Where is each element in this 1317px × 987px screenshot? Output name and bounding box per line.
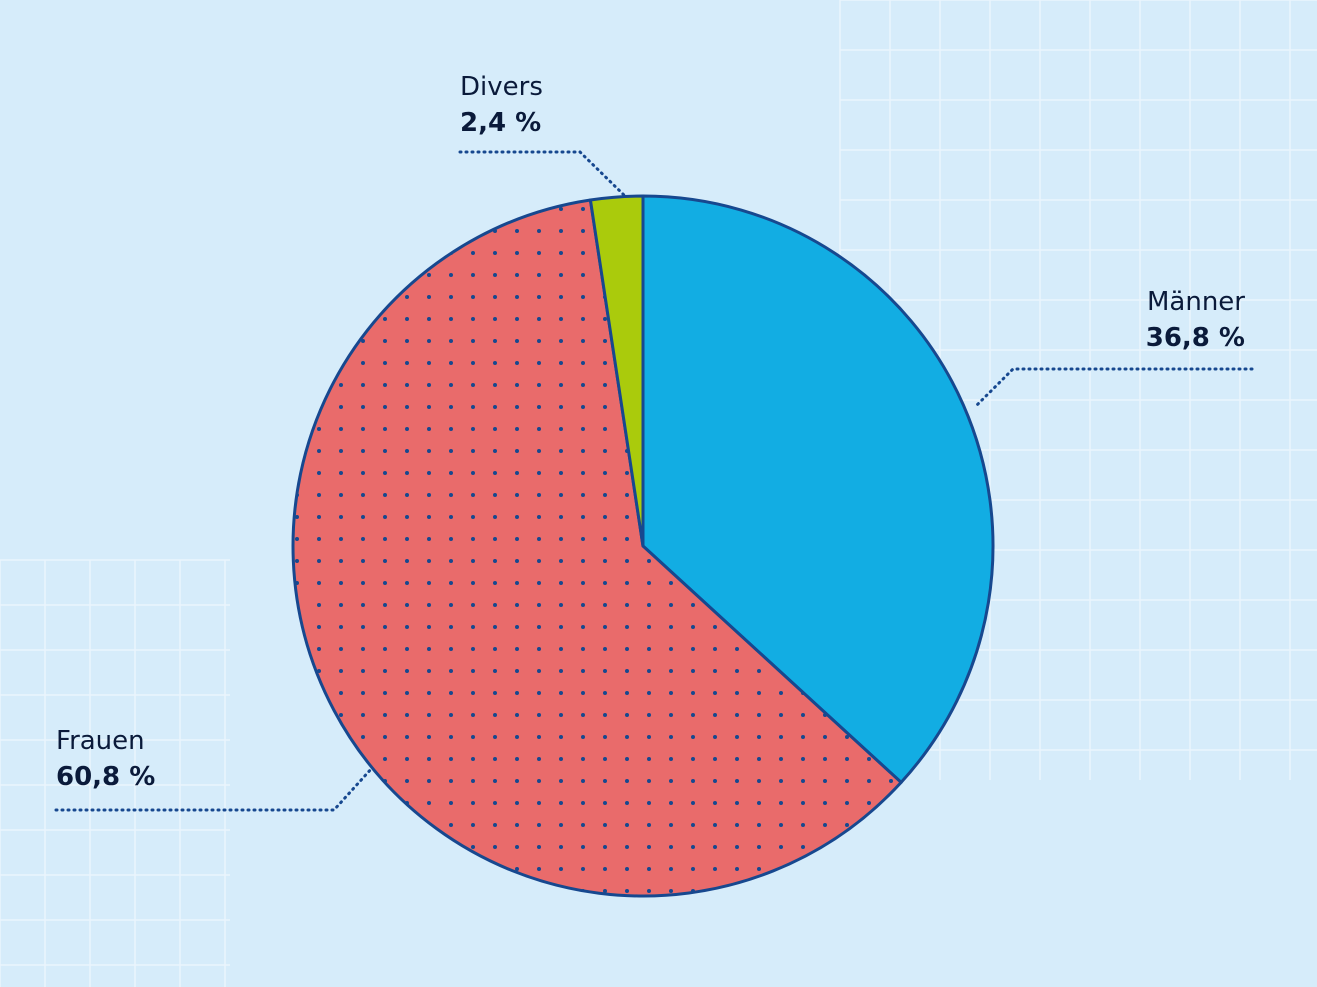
slice-name-maenner: Männer (1146, 287, 1245, 317)
pie-slice-divers (588, 194, 645, 548)
leader-line-maenner (973, 367, 1254, 409)
slice-label-maenner: Männer 36,8 % (1146, 289, 1245, 351)
leader-line-frauen (54, 766, 374, 812)
pie-slice-maenner (641, 194, 995, 784)
pie-slices (291, 194, 995, 898)
slice-value-frauen: 60,8 % (56, 762, 156, 792)
slice-name-frauen: Frauen (56, 726, 145, 756)
slice-value-divers: 2,4 % (460, 108, 542, 138)
slice-value-maenner: 36,8 % (1145, 323, 1245, 353)
slice-label-divers: Divers 2,4 % (460, 74, 543, 136)
pie-slice-frauen-dot-pattern (293, 199, 902, 896)
slice-label-frauen: Frauen 60,8 % (56, 728, 155, 790)
leader-lines (54, 150, 1254, 812)
leader-line-divers (458, 150, 628, 199)
slice-name-divers: Divers (460, 72, 543, 102)
